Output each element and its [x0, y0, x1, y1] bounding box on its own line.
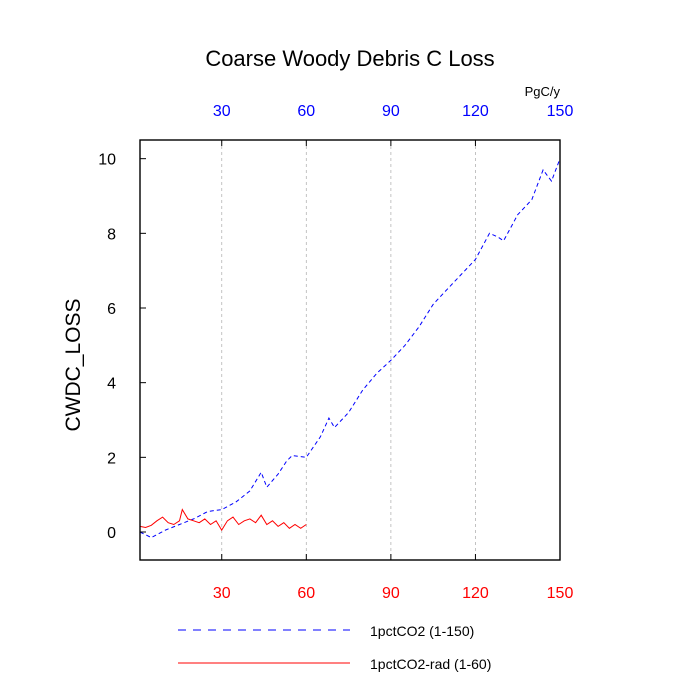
grid-lines — [221, 140, 476, 560]
x-tick-label-top: 30 — [213, 103, 231, 120]
plot-frame — [139, 139, 561, 561]
x-tick-label-bottom: 60 — [297, 585, 315, 602]
x-tick-label-bottom: 120 — [462, 585, 489, 602]
x-tick-label-bottom: 30 — [213, 585, 231, 602]
y-tick-label: 4 — [107, 376, 116, 393]
y-axis-label: CWDC_LOSS — [62, 298, 85, 431]
y-tick-label: 0 — [107, 525, 116, 542]
x-tick-label-bottom: 150 — [547, 585, 574, 602]
legend-label-1: 1pctCO2 (1-150) — [370, 623, 474, 639]
y-tick-label: 2 — [107, 450, 116, 467]
x-tick-label-top: 150 — [547, 103, 574, 120]
y-tick-label: 6 — [107, 301, 116, 318]
x-tick-label-top: 90 — [382, 103, 400, 120]
units-label: PgC/y — [525, 84, 561, 99]
series-line-2 — [139, 508, 307, 532]
y-tick-label: 8 — [107, 226, 116, 243]
axis-ticks: 30 30 60 60 90 90 120 120 150 150 0 2 4 6 8 10 — [98, 103, 573, 602]
legend-label-2: 1pctCO2-rad (1-60) — [370, 656, 491, 672]
x-tick-label-top: 60 — [297, 103, 315, 120]
chart-title: Coarse Woody Debris C Loss — [205, 46, 494, 71]
legend: 1pctCO2 (1-150) 1pctCO2-rad (1-60) — [178, 623, 491, 672]
series-layer — [139, 158, 561, 539]
x-tick-label-top: 120 — [462, 103, 489, 120]
y-tick-label: 10 — [98, 152, 116, 169]
x-tick-label-bottom: 90 — [382, 585, 400, 602]
series-line-1 — [139, 158, 561, 539]
